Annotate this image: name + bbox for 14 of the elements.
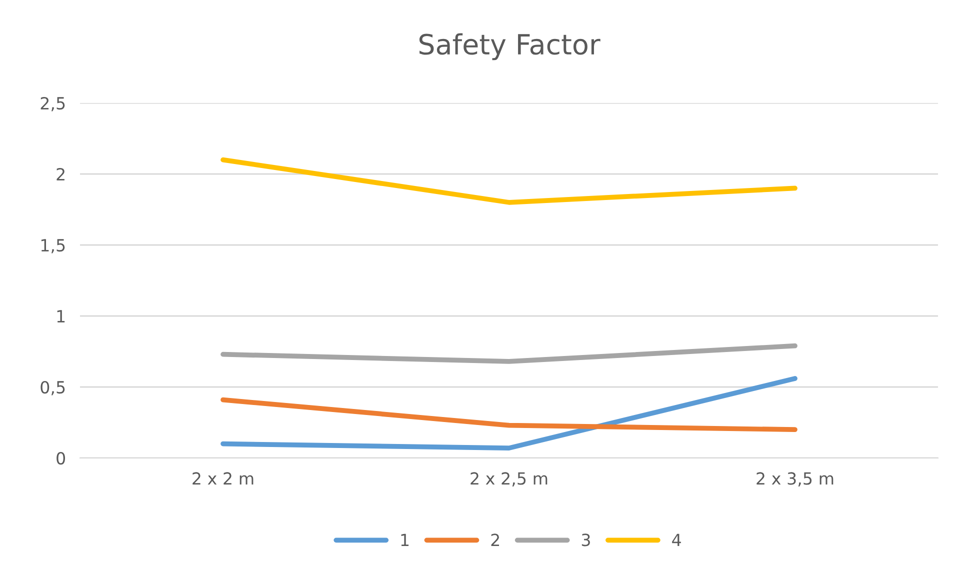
x-tick-label: 2 x 2 m xyxy=(192,472,254,485)
legend-label: 1 xyxy=(401,534,409,546)
legend-label: 2 xyxy=(491,534,499,546)
legend-label: 4 xyxy=(672,534,681,546)
y-tick-label: 0 xyxy=(56,452,66,465)
y-tick-label: 2 xyxy=(56,168,64,180)
legend-label: 3 xyxy=(582,534,590,546)
x-tick-label: 2 x 3,5 m xyxy=(756,472,834,486)
y-tick-label: 2,5 xyxy=(40,96,65,112)
y-tick-label: 1,5 xyxy=(41,239,65,254)
x-tick-label: 2 x 2,5 m xyxy=(470,472,548,486)
y-tick-label: 0,5 xyxy=(40,380,65,396)
y-tick-label: 1 xyxy=(57,310,65,322)
chart-title: Safety Factor xyxy=(419,33,600,60)
